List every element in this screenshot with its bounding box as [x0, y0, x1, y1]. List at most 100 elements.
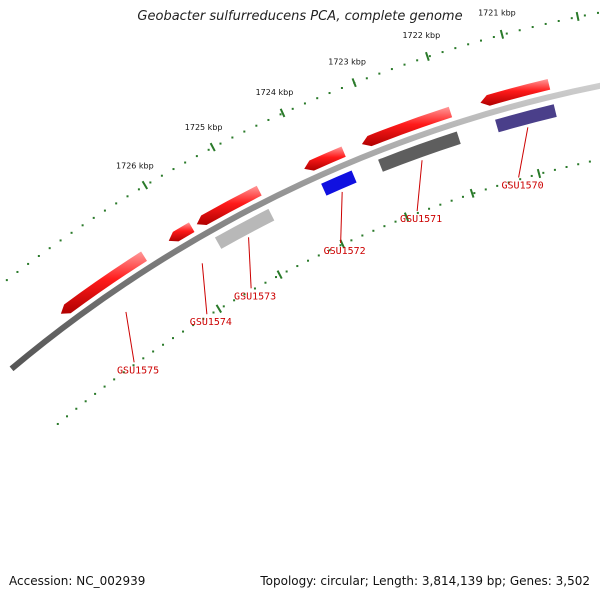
ruler-dot	[172, 168, 175, 171]
ruler-dot	[518, 29, 521, 32]
gene-label: GSU1575	[117, 365, 159, 376]
inner-ruler-dot	[507, 181, 510, 184]
inner-ruler-dot	[84, 400, 87, 403]
inner-ruler-dot	[588, 160, 591, 163]
label-leader	[248, 237, 252, 289]
cog-bar	[495, 104, 557, 133]
ruler-dot	[231, 136, 234, 139]
inner-ruler-dot	[264, 281, 267, 284]
inner-ruler-dot	[383, 225, 386, 228]
ruler-tick	[351, 78, 357, 88]
ruler-dot	[328, 92, 331, 95]
ruler-dot	[27, 262, 30, 265]
inner-ruler-dot	[192, 324, 195, 327]
inner-ruler-dot	[428, 207, 431, 210]
ruler-dot	[92, 216, 95, 219]
cog-bar	[378, 131, 461, 172]
inner-ruler-dot	[66, 415, 69, 418]
ruler-dot	[492, 36, 495, 39]
ruler-dot	[16, 270, 19, 273]
inner-ruler-dot	[253, 287, 256, 290]
ruler-dot	[195, 155, 198, 158]
inner-ruler-dot	[222, 305, 225, 308]
ruler-dot	[390, 68, 393, 71]
ruler-dot	[70, 231, 73, 234]
kbp-label: 1721 kbp	[478, 8, 516, 17]
inner-ruler-tick	[536, 168, 542, 179]
inner-ruler-dot	[103, 385, 106, 388]
inner-ruler-dot	[162, 343, 165, 346]
inner-ruler-dot	[113, 378, 116, 381]
ruler-dot	[59, 239, 62, 242]
gene-arrow	[168, 222, 195, 242]
ruler-dot	[103, 209, 106, 212]
ruler-dot	[149, 181, 152, 184]
gene-arrow	[196, 185, 262, 226]
ruler-dot	[37, 254, 40, 257]
ruler-dot	[403, 63, 406, 66]
inner-ruler-dot	[473, 192, 476, 195]
ruler-dot	[255, 124, 258, 127]
inner-ruler-dot	[142, 357, 145, 360]
ruler-tick	[425, 51, 430, 61]
ruler-tick	[209, 142, 216, 152]
map-title: Geobacter sulfurreducens PCA, complete g…	[137, 9, 463, 24]
inner-ruler-dot	[439, 203, 442, 206]
inner-ruler-tick	[469, 188, 475, 198]
ruler-dot	[454, 47, 457, 50]
inner-ruler-dot	[75, 407, 78, 410]
inner-ruler-dot	[182, 330, 185, 333]
gene-arrow	[480, 78, 551, 106]
ruler-dot	[137, 188, 140, 191]
gene-arrow	[60, 251, 148, 314]
kbp-label: 1722 kbp	[402, 31, 440, 40]
ruler-dot	[184, 161, 187, 164]
inner-ruler-dot	[152, 350, 155, 353]
cog-bar	[321, 170, 357, 196]
ruler-dot	[126, 195, 129, 198]
inner-ruler-dot	[172, 337, 175, 340]
cog-track	[214, 104, 557, 249]
ruler-dot	[316, 97, 319, 100]
ruler-dot	[378, 72, 381, 75]
ruler-tick	[575, 11, 580, 22]
inner-ruler-tick	[403, 212, 410, 222]
inner-ruler-dot	[285, 270, 288, 273]
inner-ruler-dot	[416, 211, 419, 214]
inner-ruler-dot	[394, 220, 397, 223]
cog-bar	[214, 208, 275, 249]
ruler-dot	[570, 17, 573, 20]
ruler-dot	[303, 102, 306, 105]
ruler-dot	[267, 118, 270, 121]
gene-label: GSU1573	[234, 291, 276, 302]
ruler-dot	[243, 130, 246, 133]
ruler-dot	[544, 22, 547, 25]
gene-label: GSU1571	[400, 214, 442, 225]
kbp-label: 1723 kbp	[328, 57, 366, 66]
inner-ruler-dot	[350, 239, 353, 242]
inner-ruler-dot	[542, 171, 545, 174]
inner-ruler-dot	[553, 168, 556, 171]
gene-label: GSU1572	[324, 246, 366, 257]
inner-ruler-dot	[361, 234, 364, 237]
ruler-dot	[428, 55, 431, 58]
gene-label: GSU1570	[502, 181, 544, 192]
ruler-dot	[115, 202, 118, 205]
ruler-tick	[499, 29, 505, 39]
inner-ruler-dot	[519, 178, 522, 181]
ruler-dot	[596, 11, 599, 14]
ruler-dot	[479, 39, 482, 42]
inner-ruler-dot	[122, 371, 125, 374]
inner-ruler	[56, 160, 591, 425]
inner-ruler-dot	[296, 265, 299, 268]
ruler-dot	[505, 32, 508, 35]
inner-ruler-dot	[132, 364, 135, 367]
inner-ruler-dot	[461, 195, 464, 198]
label-leader	[201, 263, 208, 315]
label-leader	[518, 127, 529, 178]
ruler-dot	[557, 19, 560, 22]
kbp-label: 1724 kbp	[256, 88, 294, 97]
ruler-tick	[279, 108, 286, 118]
ruler-dot	[219, 142, 222, 145]
